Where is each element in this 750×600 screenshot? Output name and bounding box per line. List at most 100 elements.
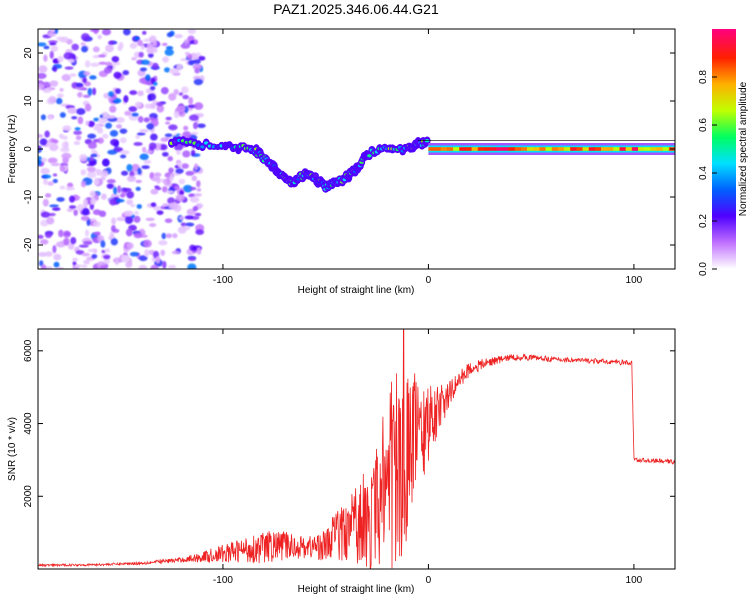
spectrogram-noise-cell xyxy=(142,146,147,153)
spectrogram-noise-cell xyxy=(92,221,101,227)
spectrogram-noise-cell xyxy=(124,110,132,116)
y-tick-label: 20 xyxy=(23,47,34,59)
carrier-cell xyxy=(545,147,553,151)
spectrogram-noise-cell xyxy=(108,96,113,102)
spectrogram-noise-cell xyxy=(59,112,66,118)
spectrogram-noise-cell xyxy=(181,163,189,169)
colorbar-tick-label: 0.0 xyxy=(698,262,709,276)
spectrogram-noise-cell xyxy=(63,237,70,246)
spectrogram-noise-cell xyxy=(142,30,147,35)
spectrogram-noise-cell xyxy=(97,137,104,144)
spectrogram-noise-cell xyxy=(94,138,100,143)
spectrogram-noise-cell xyxy=(119,128,128,134)
spectrogram-noise-cell xyxy=(44,266,53,269)
spectrogram-noise-cell xyxy=(92,87,97,96)
snr-series-line xyxy=(38,329,675,569)
spectrogram-noise-cell xyxy=(109,105,117,113)
spectrogram-noise-cell xyxy=(180,43,191,49)
spectrogram-noise-cell xyxy=(87,87,93,96)
spectrogram-noise-cell xyxy=(165,233,173,239)
spectrogram-noise-cell xyxy=(161,151,169,157)
spectrogram-noise-cell xyxy=(67,107,77,114)
spectrogram-noise-cell xyxy=(72,261,77,266)
spectrogram-noise-cell xyxy=(162,56,170,63)
spectrogram-noise-cell xyxy=(190,131,199,136)
spectrogram-noise-cell xyxy=(140,44,146,51)
spectrogram-noise-cell xyxy=(49,204,59,208)
spectrogram-noise-cell xyxy=(83,259,91,265)
spectrogram-noise-cell xyxy=(144,150,154,154)
carrier-cell xyxy=(613,147,620,151)
spectrogram-noise-cell xyxy=(131,112,139,117)
spectrogram-noise-cell xyxy=(100,240,106,248)
spectrogram-noise-cell xyxy=(123,95,129,103)
spectrogram-noise-cell xyxy=(168,264,177,269)
spectrogram-noise-cell xyxy=(164,218,173,224)
colorbar: 0.0 0.2 0.4 0.6 0.8 Normalized spectral ampl… xyxy=(698,29,749,276)
spectrogram-noise-cell xyxy=(156,210,164,215)
spectrogram-noise-cell xyxy=(143,117,150,123)
spectrogram-noise-cell xyxy=(56,93,64,98)
colorbar-tick-label: 0.8 xyxy=(698,70,709,84)
spectrogram-noise-cell xyxy=(184,222,195,227)
carrier-cell xyxy=(483,147,491,151)
spectrogram-noise-cell xyxy=(94,177,100,186)
spectrogram-noise-cell xyxy=(39,138,48,146)
carrier-cell xyxy=(446,147,454,151)
spectrogram-noise-cell xyxy=(188,96,194,105)
spectrogram-noise-cell xyxy=(147,52,154,58)
spectrogram-noise-cell xyxy=(178,92,184,96)
spectrogram-noise-cell xyxy=(67,182,74,188)
spectrogram-noise-cell xyxy=(103,66,113,74)
spectrogram-noise-cell xyxy=(83,240,93,245)
spectrogram-noise-cell xyxy=(73,209,78,216)
spectrogram-noise-cell xyxy=(125,228,133,237)
spectrogram-track-cell xyxy=(424,139,430,143)
spectrogram-noise-cell xyxy=(66,208,74,212)
spectrogram-track-cell xyxy=(200,145,205,149)
spectrogram-noise-cell xyxy=(105,122,112,129)
spectrogram-noise-cell xyxy=(115,198,125,203)
spectrogram-noise-cell xyxy=(148,93,156,101)
spectrogram-noise-cell xyxy=(133,232,143,239)
spectrogram-noise-cell xyxy=(101,169,109,178)
carrier-cell xyxy=(527,147,534,151)
spectrogram-noise-cell xyxy=(83,198,89,207)
spectrogram-noise-cell xyxy=(156,177,161,184)
spectrogram-noise-cell xyxy=(182,184,193,193)
spectrogram-noise-cell xyxy=(138,77,148,84)
spectrogram-noise-cell xyxy=(181,86,189,94)
spectrogram-noise-cell xyxy=(160,87,169,95)
spectrogram-noise-cell xyxy=(125,261,133,269)
spectrogram-noise-cell xyxy=(136,204,142,209)
spectrogram-noise-cell xyxy=(52,58,59,64)
spectrogram-noise-cell xyxy=(44,193,52,198)
spectrogram-noise-cell xyxy=(168,202,178,210)
spectrogram-noise-cell xyxy=(38,65,48,73)
spectrogram-noise-cell xyxy=(74,127,81,131)
spectrogram-noise-cell xyxy=(169,173,174,182)
spectrogram-noise-cell xyxy=(87,120,95,128)
y-tick-label: -20 xyxy=(23,237,34,252)
spectrogram-y-ticks: -20 -10 0 10 20 xyxy=(23,47,675,252)
y-tick-label: -10 xyxy=(23,189,34,204)
spectrogram-noise-cell xyxy=(160,137,169,142)
spectrogram-noise-cell xyxy=(70,237,77,245)
spectrogram-noise-cell xyxy=(173,110,180,119)
spectrogram-noise-cell xyxy=(86,166,96,172)
spectrogram-noise-cell xyxy=(92,231,101,236)
carrier-cell xyxy=(551,147,559,151)
spectrogram-noise-cell xyxy=(138,264,148,269)
spectrogram-noise-cell xyxy=(188,193,196,198)
spectrogram-noise-cell xyxy=(149,223,157,228)
spectrogram-noise-cell xyxy=(148,250,154,255)
spectrogram-noise-cell xyxy=(168,124,178,131)
spectrogram-noise-cell xyxy=(165,190,175,194)
spectrogram-noise-cell xyxy=(119,137,127,144)
spectrogram-noise-cell xyxy=(46,216,55,225)
spectrogram-noise-cell xyxy=(52,173,58,177)
spectrogram-noise-cell xyxy=(87,171,97,179)
spectrogram-noise-cell xyxy=(193,121,198,130)
spectrogram-noise-cell xyxy=(161,42,168,47)
spectrogram-noise-cell xyxy=(182,94,189,100)
